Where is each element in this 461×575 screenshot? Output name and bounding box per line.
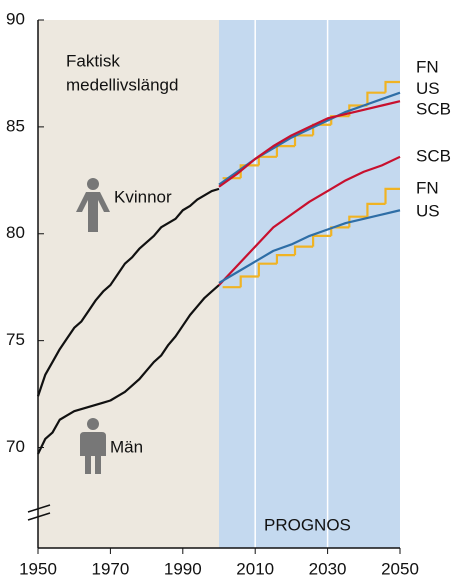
x-tick-label: 2010: [236, 559, 274, 575]
y-tick-label: 70: [6, 437, 25, 456]
x-tick-label: 1970: [91, 559, 129, 575]
series-label: FN: [416, 57, 439, 76]
step-segment: [384, 80, 400, 93]
step-segment: [384, 187, 400, 204]
y-tick-label: 75: [6, 330, 25, 349]
region: [38, 20, 219, 548]
annotation: PROGNOS: [264, 515, 351, 534]
step-segment: [366, 91, 386, 106]
series-label: US: [416, 202, 440, 221]
series-label: SCB: [416, 146, 451, 165]
annotation: Kvinnor: [114, 187, 172, 206]
plot: [36, 80, 401, 455]
region: [219, 20, 400, 548]
step-segment: [348, 215, 368, 228]
grid: [37, 19, 401, 554]
line: [37, 284, 220, 455]
line: [218, 209, 401, 284]
series-label: FN: [416, 178, 439, 197]
annotation: Faktisk: [66, 51, 120, 70]
x-tick-label: 2050: [381, 559, 419, 575]
y-tick-label: 85: [6, 116, 25, 135]
y-tick-label: 80: [6, 223, 25, 242]
step-segment: [257, 262, 277, 277]
series-label: US: [416, 79, 440, 98]
line: [218, 155, 401, 286]
axis-break: [27, 504, 51, 521]
y-tick-label: 90: [6, 9, 25, 28]
line: [218, 100, 401, 188]
line: [36, 187, 220, 397]
x-tick-label: 1990: [164, 559, 202, 575]
step-segment: [239, 164, 259, 179]
man-icon: [80, 418, 106, 474]
step-segment: [239, 275, 259, 288]
step-segment: [293, 245, 314, 256]
series-label: SCB: [416, 100, 451, 119]
annotation: Män: [110, 437, 143, 456]
step-segment: [366, 202, 386, 217]
woman-icon: [76, 178, 110, 232]
x-tick-label: 2030: [309, 559, 347, 575]
step-segment: [312, 234, 332, 247]
annotation: medellivslängd: [66, 75, 178, 94]
x-tick-label: 1950: [19, 559, 57, 575]
step-segment: [275, 254, 296, 264]
step-segment: [330, 115, 350, 125]
